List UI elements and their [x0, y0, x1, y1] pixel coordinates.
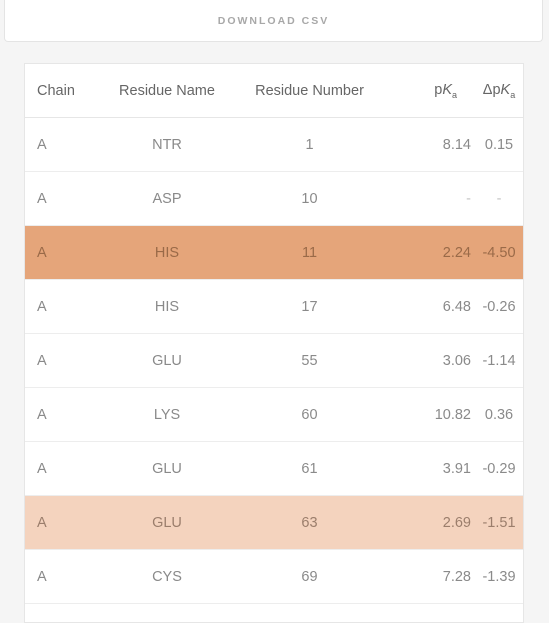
- header-residue-number[interactable]: Residue Number: [237, 64, 382, 118]
- cell-pka: 3.06: [382, 333, 475, 388]
- header-pka[interactable]: pKa: [382, 64, 475, 118]
- header-pka-sub: a: [451, 89, 457, 100]
- table-row: A CYS 69 7.28 -1.39: [25, 549, 523, 604]
- table-row: A HIS 17 6.48 -0.26: [25, 279, 523, 334]
- cell-delta-pka: 0.36: [475, 387, 523, 442]
- header-pka-k: K: [442, 81, 452, 98]
- cell-chain: A: [25, 117, 97, 172]
- cell-residue-name: ASP: [97, 171, 237, 226]
- cell-residue-number: 17: [237, 279, 382, 334]
- cell-chain: A: [25, 333, 97, 388]
- cell-pka: 2.69: [382, 495, 475, 550]
- cell-pka: 7.28: [382, 549, 475, 604]
- cell-pka: 2.24: [382, 225, 475, 280]
- cell-pka: 8.14: [382, 117, 475, 172]
- cell-residue-number: 11: [237, 225, 382, 280]
- cell-residue-name: HIS: [97, 279, 237, 334]
- cell-residue-name: LYS: [97, 387, 237, 442]
- table-row: A GLU 61 3.91 -0.29: [25, 441, 523, 496]
- header-dpka-k: K: [500, 81, 511, 98]
- table-row: A LYS 60 10.82 0.36: [25, 387, 523, 442]
- cell-delta-pka: -: [475, 171, 523, 226]
- download-csv-button[interactable]: DOWNLOAD CSV: [4, 0, 543, 42]
- header-delta-pka[interactable]: ΔpKa: [475, 64, 523, 118]
- cell-residue-number: 63: [237, 495, 382, 550]
- cell-pka: 6.48: [382, 279, 475, 334]
- cell-residue-number: 61: [237, 441, 382, 496]
- cell-chain: A: [25, 495, 97, 550]
- table-row: A NTR 1 8.14 0.15: [25, 117, 523, 172]
- cell-residue-name: GLU: [97, 333, 237, 388]
- cell-delta-pka: -1.51: [475, 495, 523, 550]
- cell-chain: A: [25, 387, 97, 442]
- cell-residue-number: 1: [237, 117, 382, 172]
- cell-pka: -: [382, 171, 475, 226]
- header-residue-name[interactable]: Residue Name: [97, 64, 237, 118]
- cell-residue-number: 60: [237, 387, 382, 442]
- header-chain[interactable]: Chain: [25, 64, 97, 118]
- cell-chain: A: [25, 171, 97, 226]
- cell-delta-pka: 0.15: [475, 117, 523, 172]
- cell-residue-name: NTR: [97, 117, 237, 172]
- header-dpka-sub: a: [510, 89, 516, 100]
- cell-delta-pka: -1.39: [475, 549, 523, 604]
- cell-chain: A: [25, 549, 97, 604]
- download-csv-label: DOWNLOAD CSV: [217, 14, 330, 27]
- cell-delta-pka: -0.29: [475, 441, 523, 496]
- header-dpka-prefix: Δp: [482, 81, 501, 98]
- pka-results-table: Chain Residue Name Residue Number pKa Δp…: [24, 63, 524, 623]
- cell-chain: A: [25, 441, 97, 496]
- table-header-row: Chain Residue Name Residue Number pKa Δp…: [25, 64, 523, 118]
- cell-residue-name: GLU: [97, 495, 237, 550]
- cell-pka: 3.91: [382, 441, 475, 496]
- cell-residue-name: CYS: [97, 549, 237, 604]
- cell-delta-pka: -4.50: [475, 225, 523, 280]
- cell-chain: A: [25, 225, 97, 280]
- cell-residue-number: 69: [237, 549, 382, 604]
- table-row: A ASP 10 - -: [25, 171, 523, 226]
- cell-residue-number: 10: [237, 171, 382, 226]
- cell-pka: 10.82: [382, 387, 475, 442]
- cell-delta-pka: -0.26: [475, 279, 523, 334]
- table-row-highlight-strong: A HIS 11 2.24 -4.50: [25, 225, 523, 280]
- cell-chain: A: [25, 279, 97, 334]
- cell-residue-name: HIS: [97, 225, 237, 280]
- table-row: A GLU 55 3.06 -1.14: [25, 333, 523, 388]
- table-row-highlight-light: A GLU 63 2.69 -1.51: [25, 495, 523, 550]
- header-pka-prefix: p: [434, 81, 443, 98]
- cell-residue-number: 55: [237, 333, 382, 388]
- cell-residue-name: GLU: [97, 441, 237, 496]
- cell-delta-pka: -1.14: [475, 333, 523, 388]
